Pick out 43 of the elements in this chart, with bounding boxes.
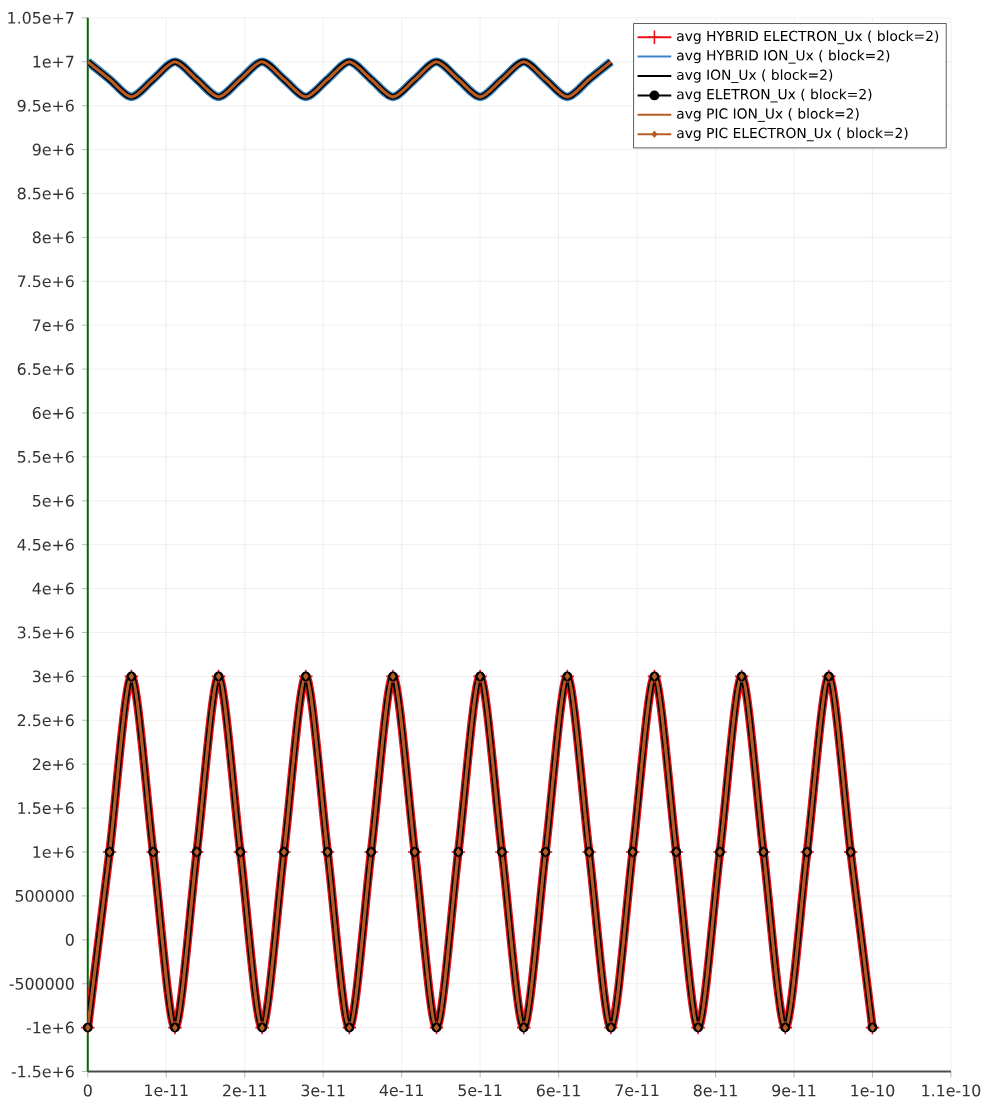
x-tick-label: 0 [83, 1084, 92, 1097]
legend-label: avg HYBRID ELECTRON_Ux ( block=2) [677, 30, 939, 45]
legend-label: avg PIC ELECTRON_Ux ( block=2) [677, 127, 908, 142]
y-tick-label: -500000 [9, 977, 74, 990]
y-tick-label: 1.5e+6 [18, 802, 75, 815]
y-tick-label: 7e+6 [33, 319, 75, 332]
y-tick-label: 9e+6 [32, 143, 75, 156]
legend-label: avg ION_Ux ( block=2) [677, 69, 833, 84]
x-tick-label: 8e-11 [694, 1084, 738, 1097]
x-tick-label: 3e-11 [301, 1084, 345, 1097]
x-tick-label: 5e-11 [458, 1084, 502, 1097]
y-tick-label: 6.5e+6 [17, 363, 75, 376]
y-tick-label: 500000 [15, 889, 74, 902]
legend-label: avg PIC ION_Ux ( block=2) [677, 108, 859, 122]
x-tick-label: 4e-11 [379, 1084, 424, 1097]
y-tick-label: 4.5e+6 [17, 538, 75, 551]
y-tick-label: 1.05e+7 [8, 11, 74, 24]
x-tick-label: 7e-11 [615, 1084, 659, 1097]
y-tick-label: 1e+6 [33, 846, 75, 858]
legend-label: avg HYBRID ION_Ux ( block=2) [677, 49, 890, 64]
x-tick-label: 9e-11 [772, 1084, 816, 1097]
y-tick-label: 2e+6 [33, 758, 75, 771]
y-tick-label: 0 [66, 933, 74, 946]
x-tick-label: 1.1e-10 [922, 1084, 981, 1097]
y-tick-label: 6e+6 [33, 406, 75, 419]
y-tick-label: 5.5e+6 [18, 450, 75, 463]
y-tick-label: 2.5e+6 [17, 714, 75, 727]
legend-label: avg ELETRON_Ux ( block=2) [677, 88, 872, 103]
y-tick-label: 8.5e+6 [17, 187, 75, 200]
y-tick-label: 1e+7 [33, 55, 74, 68]
x-tick-label: 1e-11 [145, 1084, 188, 1097]
y-tick-label: -1.5e+6 [11, 1065, 75, 1078]
y-tick-label: 4e+6 [32, 582, 75, 595]
y-tick-label: 7.5e+6 [18, 275, 75, 288]
y-tick-label: 9.5e+6 [17, 99, 75, 112]
x-tick-label: 6e-11 [537, 1084, 581, 1097]
y-tick-label: 3e+6 [33, 670, 75, 683]
y-tick-label: -1e+6 [26, 1021, 75, 1034]
y-tick-label: 3.5e+6 [18, 626, 75, 639]
x-tick-label: 1e-10 [851, 1084, 895, 1097]
y-tick-label: 8e+6 [33, 231, 75, 244]
y-tick-label: 5e+6 [33, 494, 75, 507]
x-tick-label: 2e-11 [223, 1084, 267, 1097]
